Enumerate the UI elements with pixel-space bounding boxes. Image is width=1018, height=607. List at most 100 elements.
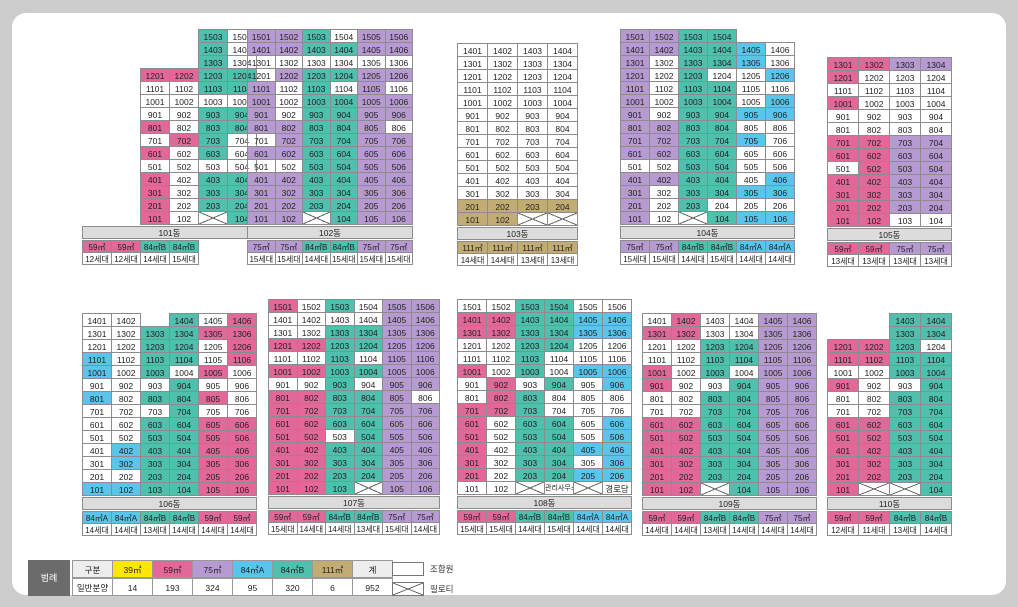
unit-cell: 1201 [827,70,859,84]
unit-cell: 1104 [169,352,199,366]
floor-row: 401 402 403 404 405 406 [247,172,413,186]
empty-slot [82,146,112,160]
unit-cell: 806 [602,390,632,404]
unit-cell: 1104 [707,81,737,95]
unit-cell: 705 [736,133,766,147]
unit-cell: 505 [573,429,603,443]
unit-cell: 401 [140,172,170,186]
unit-cell: 803 [140,391,170,405]
legend-header-cell: 84㎡B [272,560,313,578]
unit-cell: 902 [169,107,199,121]
unit-cell: 601 [82,417,112,431]
unit-cell: 504 [169,430,199,444]
unit-count-cell: 14세대 [787,523,817,536]
floor-row: 701 702 703 704 [827,135,952,149]
unit-cell: 1102 [169,81,199,95]
unit-cell: 801 [457,121,488,135]
unit-count-cell: 14세대 [573,522,603,535]
unit-count-cell: 14세대 [82,523,112,536]
unit-cell: 1004 [920,96,952,110]
unit-cell: 502 [858,161,890,175]
unit-cell: 1201 [247,68,276,82]
unit-cell: 304 [329,185,358,199]
floor-row: 801 802 803 804 805 806 [247,120,413,134]
unit-cell: 501 [827,430,859,444]
unit-cell: 1102 [111,352,141,366]
unit-cell: 1402 [671,313,701,327]
unit-cell: 1402 [274,42,303,56]
floor-row: 1101 1102 1103 1104 [82,81,257,95]
unit-cell: 305 [736,185,766,199]
floor-row: 301 302 303 304 305 306 [457,455,632,469]
empty-slot [858,326,890,340]
unit-count-cell: 14세대 [410,522,440,535]
unit-cell: 802 [111,391,141,405]
unit-cell: 304 [353,455,383,469]
unit-cell: 1101 [140,81,170,95]
unit-cell: 1305 [573,325,603,339]
floor-row: 701 702 703 704 [827,404,952,418]
empty-slot [82,81,112,95]
unit-cell: 705 [198,404,228,418]
empty-slot [111,133,141,147]
unit-cell: 1004 [729,365,759,379]
unit-cell: 1306 [602,325,632,339]
unit-cell: 701 [827,404,859,418]
unit-cell: 1003 [198,94,228,108]
unit-cell: 1102 [274,81,303,95]
unit-cell: 1106 [384,81,413,95]
floor-row: 1101 1102 1103 1104 [457,82,578,96]
unit-cell: 1406 [765,42,795,56]
unit-count-cell: 12세대 [82,252,112,265]
unit-count-cell: 15세대 [329,252,358,265]
unit-cell: 801 [827,122,859,136]
floor-row: 1101 1102 1103 1104 1105 1106 [247,81,413,95]
floor-row: 1401 1402 1403 1404 1405 1406 [457,312,632,326]
unit-cell: 201 [247,198,276,212]
empty-slot [111,172,141,186]
empty-slot [169,42,199,56]
unit-cell: 1202 [671,339,701,353]
unit-cell: 605 [736,146,766,160]
unit-cell: 502 [296,429,326,443]
unit-cell: 901 [827,109,859,123]
floor-row: 401 402 403 404 [827,174,952,188]
member-key-label: 조합원 [430,564,454,574]
unit-cell: 1203 [140,339,170,353]
unit-cell: 402 [671,443,701,457]
unit-cell: 501 [82,430,112,444]
unit-cell: 1401 [642,313,672,327]
floor-row: 1201 1202 1203 1204 1205 1206 [620,68,795,82]
unit-cell: 304 [547,186,578,200]
unit-cell: 805 [382,390,412,404]
unit-cell: 402 [649,172,679,186]
unit-cell: 906 [227,378,257,392]
building-block: 1401 1402 1403 1404 1405 1406 1301 1302 1303 1304… [642,313,817,536]
unit-cell: 506 [765,159,795,173]
unit-cell: 104 [169,482,199,496]
unit-cell: 905 [736,107,766,121]
unit-cell: 401 [827,174,859,188]
unit-cell: 106 [787,482,817,496]
unit-cell: 1406 [602,312,632,326]
unit-cell: 104 [920,213,952,227]
building-block: 1401 1402 1404 1405 1406 1301 1302 1303 1304 1305… [82,313,257,536]
building-block: 1401 1402 1403 1404 1301 1302 1303 1304 1201 1202… [457,43,578,266]
unit-cell: 206 [384,198,413,212]
floor-row: 1001 1002 1003 1004 [82,94,257,108]
unit-cell: 501 [827,161,859,175]
unit-count-cell: 14세대 [457,253,488,266]
building-name: 107동 [268,496,440,509]
unit-cell: 경로당 [602,481,632,495]
unit-cell: 1301 [457,56,488,70]
unit-cell: 1202 [649,68,679,82]
unit-cell: 1203 [517,69,548,83]
floor-row: 101 102 104 105 106 [620,211,795,225]
unit-cell: 1404 [544,312,574,326]
unit-cell: 1401 [247,42,276,56]
floor-row: 801 802 803 804 805 806 [642,391,817,405]
pilotis-cell [573,481,603,495]
unit-cell: 701 [140,133,170,147]
building-block: 1501 1502 1503 1504 1401 1402 1403 1404 1405 1406… [620,29,795,265]
unit-cell: 903 [140,378,170,392]
